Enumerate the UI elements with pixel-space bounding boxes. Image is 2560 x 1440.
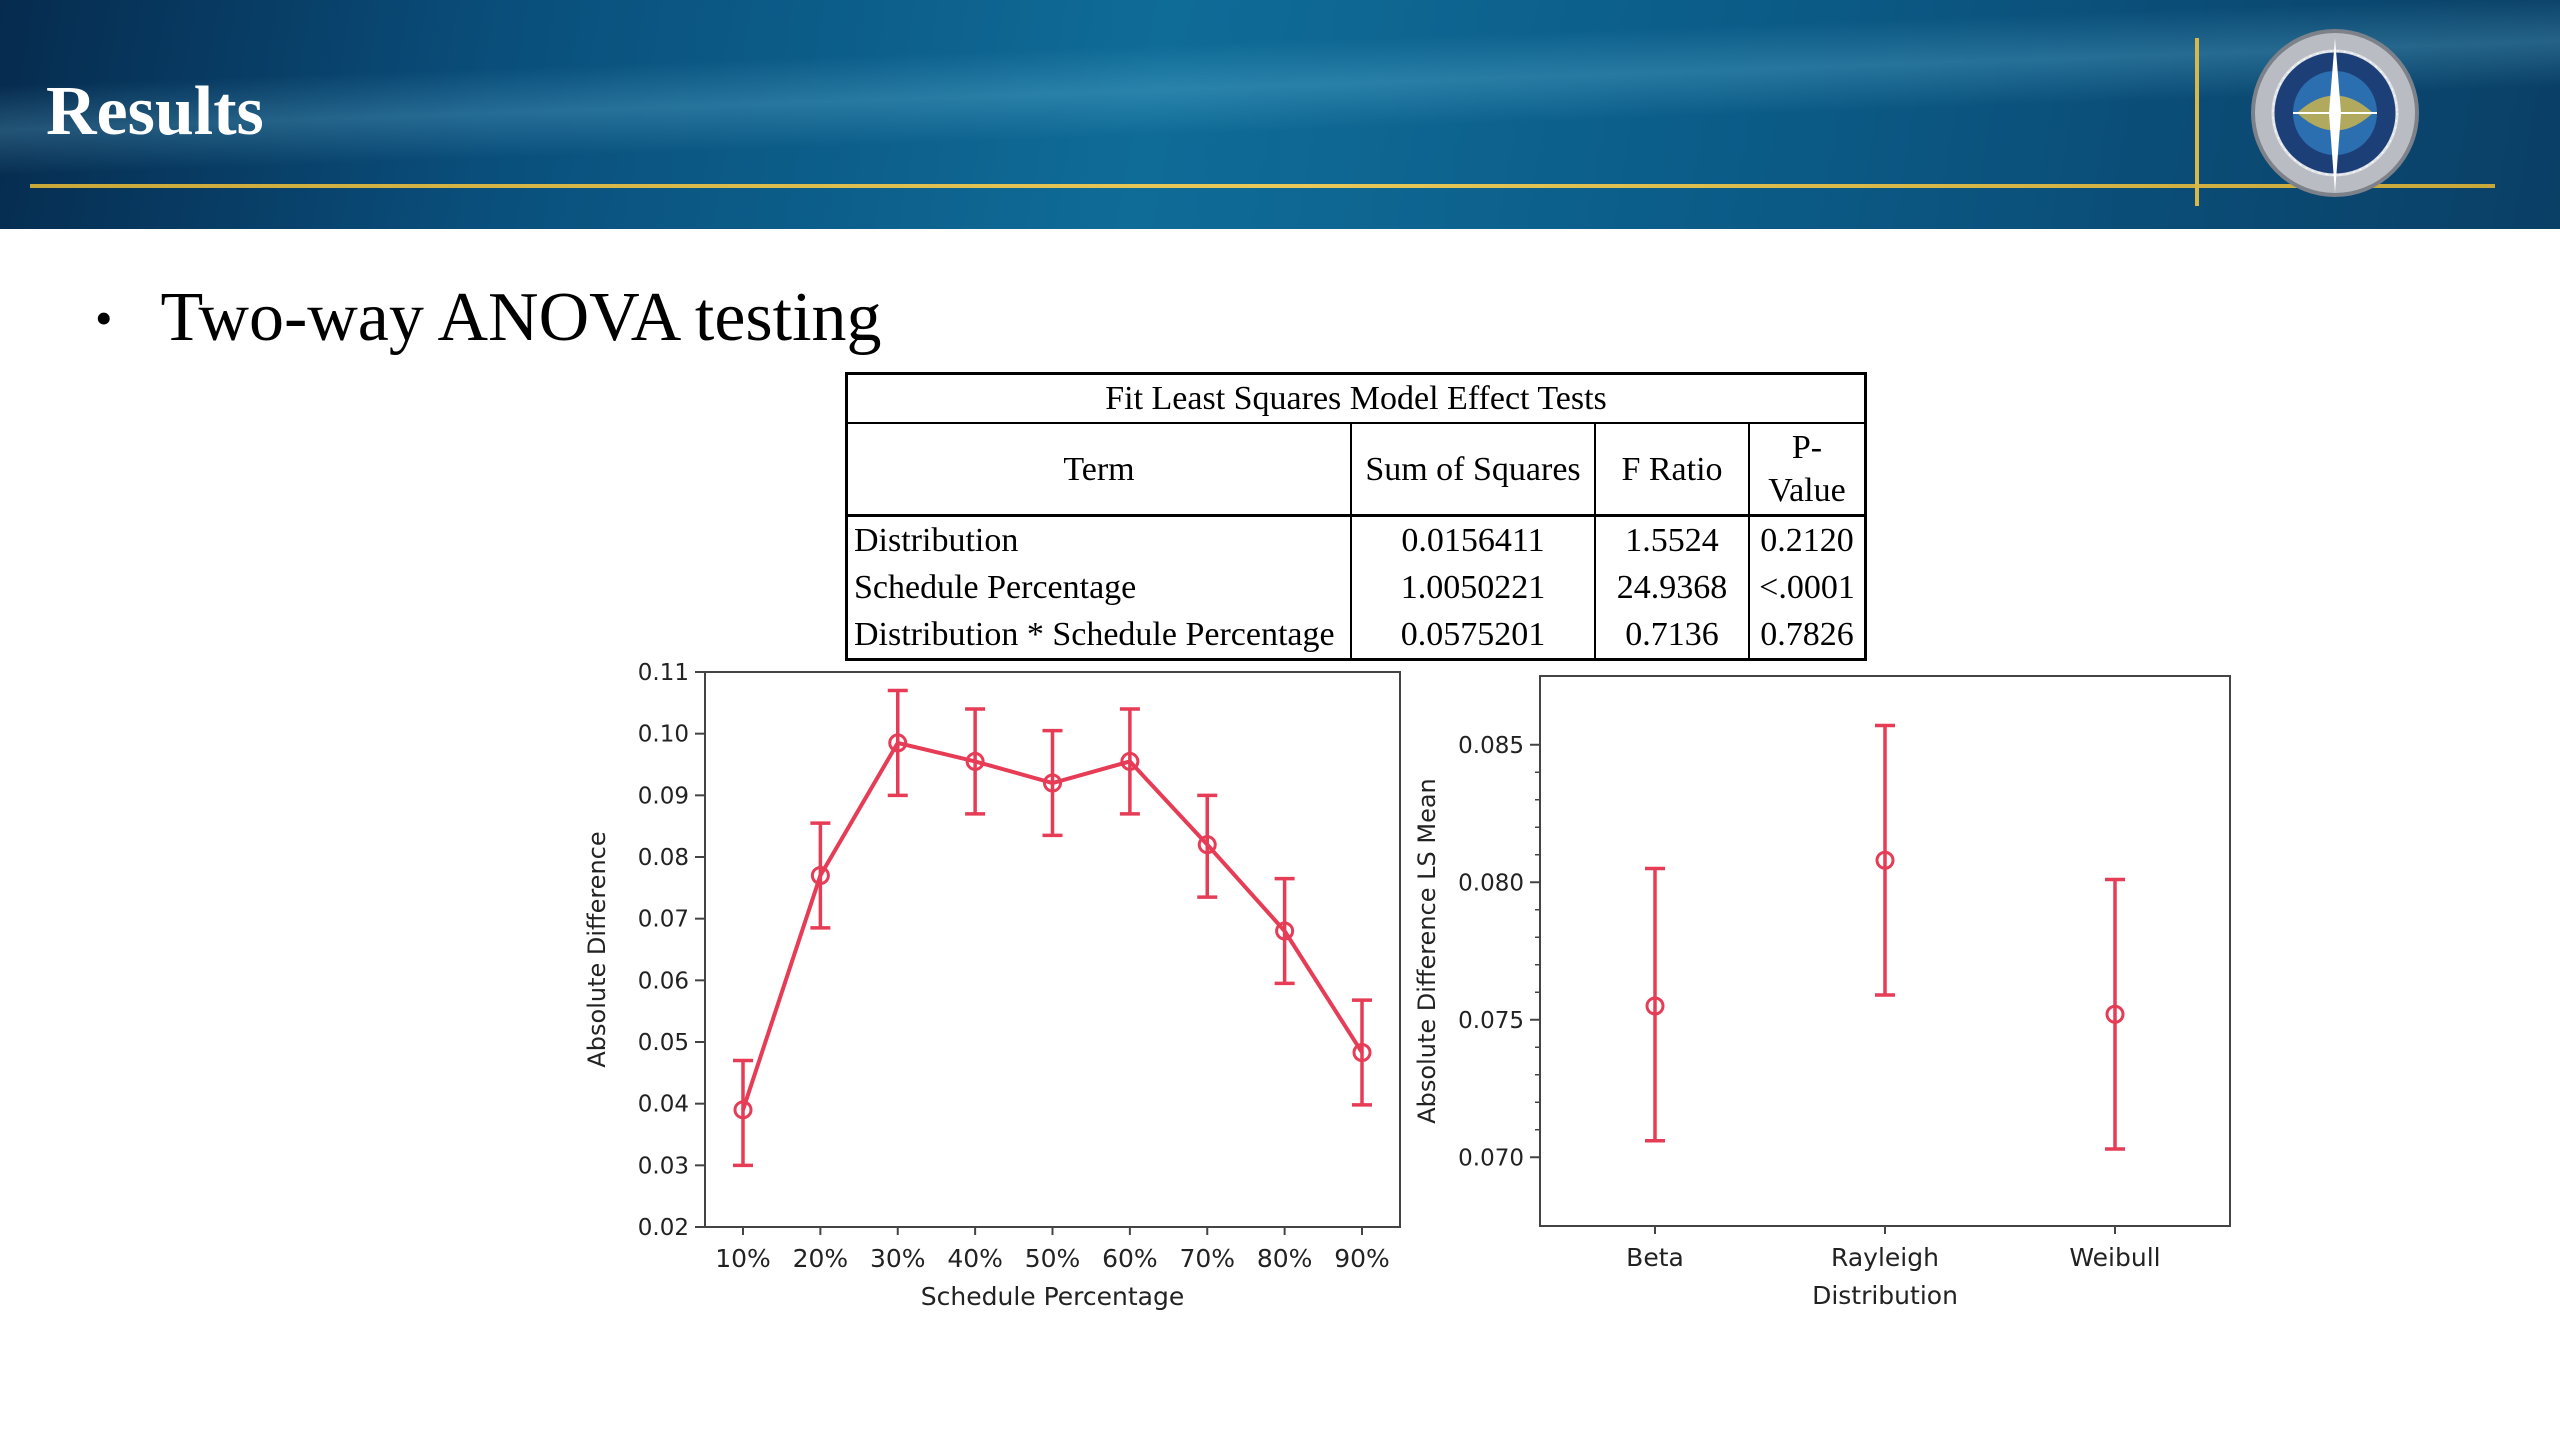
aflcmc-seal-icon <box>2251 29 2419 197</box>
table-row: Distribution * Schedule Percentage 0.057… <box>846 611 1866 660</box>
y-axis-label: Absolute Difference <box>583 831 611 1067</box>
table-caption: Fit Least Squares Model Effect Tests <box>846 373 1866 424</box>
cell-term: Distribution <box>846 515 1352 564</box>
data-point <box>888 733 908 753</box>
cell-f-ratio: 1.5524 <box>1595 515 1750 564</box>
column-header-term: Term <box>846 423 1352 517</box>
bullet-text: Two-way ANOVA testing <box>160 279 882 356</box>
y-tick-label: 0.11 <box>638 660 689 686</box>
slide-title: Results <box>46 73 264 150</box>
data-point <box>1275 921 1295 941</box>
data-point <box>1197 835 1217 855</box>
x-tick-label: 60% <box>1102 1244 1158 1273</box>
cell-sum-of-squares: 0.0156411 <box>1351 515 1596 564</box>
x-tick-label: Beta <box>1626 1243 1684 1272</box>
data-point <box>810 866 830 885</box>
bullet-item: • Two-way ANOVA testing <box>95 278 882 358</box>
column-header-sum-of-squares: Sum of Squares <box>1351 423 1596 517</box>
cell-p-value: <.0001 <box>1759 569 1855 606</box>
table-row: Distribution 0.0156411 1.5524 0.2120 <box>846 515 1866 564</box>
cell-sum-of-squares: 0.0575201 <box>1351 611 1596 660</box>
x-tick-label: 30% <box>870 1244 926 1273</box>
x-tick-label: 50% <box>1025 1244 1081 1273</box>
distribution-chart: 0.070 0.075 0.080 0.085 Beta Rayleigh Weibull D… <box>1413 675 2231 1310</box>
cell-term: Schedule Percentage <box>846 564 1352 611</box>
data-point <box>1043 773 1062 793</box>
y-tick-label: 0.10 <box>638 722 689 748</box>
cell-f-ratio: 24.9368 <box>1595 564 1750 611</box>
y-tick-label: 0.02 <box>638 1215 689 1241</box>
y-tick-label: 0.08 <box>638 845 689 871</box>
y-tick-label: 0.070 <box>1458 1145 1524 1171</box>
y-tick-label: 0.06 <box>638 968 689 994</box>
data-point <box>965 751 985 771</box>
cell-p-value: 0.2120 <box>1760 522 1854 559</box>
data-point <box>1120 751 1140 771</box>
y-tick-label: 0.09 <box>638 783 689 809</box>
y-tick-label: 0.080 <box>1458 870 1524 896</box>
y-tick-label: 0.07 <box>638 907 689 933</box>
x-tick-label: 90% <box>1334 1244 1390 1273</box>
header-streak <box>0 0 2560 183</box>
header-gold-divider <box>2195 38 2199 206</box>
y-tick-label: 0.085 <box>1458 733 1524 759</box>
y-axis-label: Absolute Difference LS Mean <box>1413 778 1441 1124</box>
cell-f-ratio: 0.7136 <box>1595 611 1750 660</box>
column-header-p-value: P-Value <box>1749 423 1866 517</box>
slide-header: Results <box>0 0 2560 229</box>
schedule-percentage-chart: 0.02 0.03 0.04 0.05 0.06 0.07 0.08 0.09 0.10 0.11… <box>583 660 1401 1311</box>
effect-tests-table: Fit Least Squares Model Effect Tests Ter… <box>845 372 1867 661</box>
x-tick-label: 70% <box>1179 1244 1235 1273</box>
x-tick-label: 20% <box>793 1244 849 1273</box>
y-tick-label: 0.04 <box>638 1092 689 1118</box>
x-tick-label: Rayleigh <box>1831 1243 1939 1272</box>
bullet-dot: • <box>95 290 113 346</box>
x-axis-label: Distribution <box>1812 1281 1958 1310</box>
x-tick-label: 40% <box>947 1244 1003 1273</box>
data-point <box>1875 850 1895 870</box>
x-tick-label: Weibull <box>2069 1243 2160 1272</box>
x-axis-label: Schedule Percentage <box>921 1282 1184 1311</box>
cell-term: Distribution * Schedule Percentage <box>846 611 1352 660</box>
x-tick-label: 80% <box>1257 1244 1313 1273</box>
cell-sum-of-squares: 1.0050221 <box>1351 564 1596 611</box>
header-gold-line <box>30 184 2495 188</box>
table-row: Schedule Percentage 1.0050221 24.9368 <.… <box>846 564 1866 611</box>
data-point <box>1645 996 1665 1016</box>
y-tick-label: 0.03 <box>638 1153 689 1179</box>
data-point <box>733 1100 753 1120</box>
x-tick-label: 10% <box>715 1244 771 1273</box>
cell-p-value: 0.7826 <box>1760 616 1854 653</box>
column-header-f-ratio: F Ratio <box>1595 423 1750 517</box>
data-point <box>1352 1042 1372 1062</box>
data-point <box>2105 1004 2125 1024</box>
y-tick-label: 0.05 <box>638 1030 689 1056</box>
y-tick-label: 0.075 <box>1458 1008 1524 1034</box>
